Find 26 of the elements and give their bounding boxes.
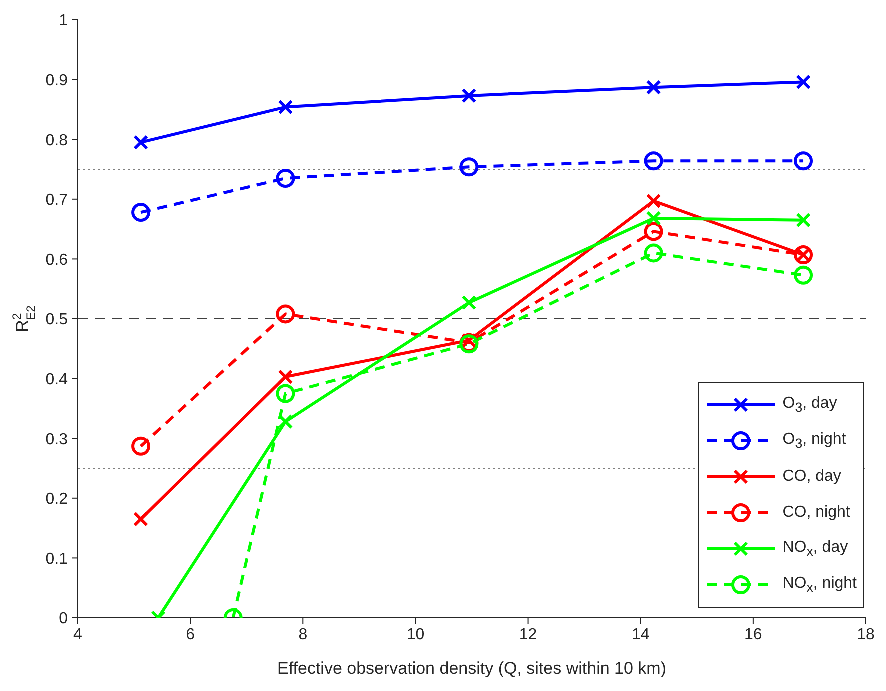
x-tick-label: 4 bbox=[74, 626, 83, 644]
y-tick-label: 0.6 bbox=[46, 252, 68, 269]
legend-label: CO, day bbox=[782, 468, 842, 486]
x-tick-label: 12 bbox=[519, 626, 538, 644]
legend-label: NO$_{x}$, day bbox=[782, 538, 848, 560]
y-tick-label: 0 bbox=[59, 610, 68, 628]
x-tick-label: 18 bbox=[857, 626, 875, 644]
y-tick-label: 1 bbox=[59, 12, 68, 30]
x-axis-title: Effective observation density (Q, sites within 10 km) bbox=[278, 659, 666, 678]
legend-label: O$_{3}$, day bbox=[782, 394, 838, 416]
x-tick-label: 10 bbox=[406, 626, 425, 644]
x-tick-label: 8 bbox=[298, 626, 308, 644]
y-tick-label: 0.4 bbox=[46, 371, 68, 388]
y-tick-label: 0.8 bbox=[46, 132, 68, 150]
y-tick-label: 0.9 bbox=[46, 72, 68, 90]
x-tick-label: 16 bbox=[744, 626, 762, 644]
x-tick-label: 14 bbox=[632, 626, 650, 644]
legend-label: NO$_{x}$, night bbox=[782, 574, 857, 596]
y-tick-label: 0.3 bbox=[46, 431, 68, 448]
legend-label: O$_{3}$, night bbox=[782, 430, 846, 452]
legend-label: CO, night bbox=[782, 504, 850, 522]
y-tick-label: 0.7 bbox=[46, 192, 68, 210]
y-tick-label: 0.5 bbox=[46, 312, 68, 329]
y-tick-label: 0.2 bbox=[46, 491, 68, 508]
y-tick-label: 0.1 bbox=[46, 550, 68, 568]
x-tick-label: 6 bbox=[186, 626, 196, 644]
